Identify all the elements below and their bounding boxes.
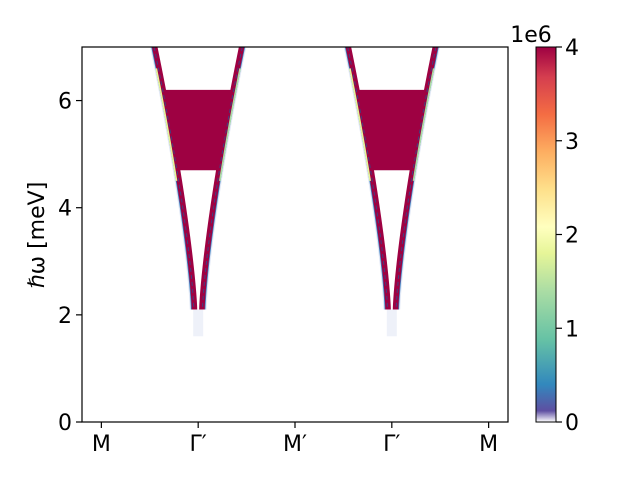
spectral-bands: [150, 47, 440, 337]
band-intense-region: [354, 89, 429, 171]
x-tick-label: M: [479, 432, 498, 457]
band-1: [150, 47, 247, 337]
x-tick-label: Γ′: [383, 432, 400, 457]
band-intense-region: [161, 89, 236, 171]
colorbar-tick-label: 4: [565, 36, 579, 61]
y-tick-label: 4: [58, 197, 72, 222]
plot-frame: [81, 46, 509, 423]
dispersion-curve: [153, 47, 195, 307]
band-edge-streak: [349, 68, 371, 182]
dispersion-curve: [202, 47, 243, 307]
band-edge-streak: [412, 68, 435, 182]
y-tick-label: 6: [58, 90, 72, 115]
colorbar-offset-text: 1e6: [510, 23, 552, 48]
band-interior: [157, 47, 239, 310]
band-tail: [386, 309, 397, 337]
band-tail: [193, 309, 204, 337]
band-edge-streak: [155, 68, 178, 182]
dispersion-curve: [395, 47, 437, 307]
band-edge-streak: [219, 68, 241, 182]
x-axis: M Γ′ M′ Γ′ M: [92, 422, 498, 457]
y-axis: 0 2 4 6: [58, 90, 82, 436]
y-tick-label: 2: [58, 304, 72, 329]
dispersion-curve: [347, 47, 388, 307]
colorbar: [535, 46, 557, 423]
colorbar-tick-label: 2: [565, 224, 579, 249]
colorbar-axis: 0 1 2 3 4: [556, 36, 579, 436]
y-tick-label: 0: [58, 411, 72, 436]
colorbar-tick-label: 1: [565, 317, 579, 342]
y-axis-label: ℏω [meV]: [25, 182, 50, 289]
colorbar-tick-label: 3: [565, 130, 579, 155]
band-2: [343, 47, 440, 337]
x-tick-label: M: [92, 432, 111, 457]
x-tick-label: Γ′: [190, 432, 207, 457]
colorbar-tick-label: 0: [565, 411, 579, 436]
band-interior: [351, 47, 433, 310]
x-tick-label: M′: [283, 432, 307, 457]
